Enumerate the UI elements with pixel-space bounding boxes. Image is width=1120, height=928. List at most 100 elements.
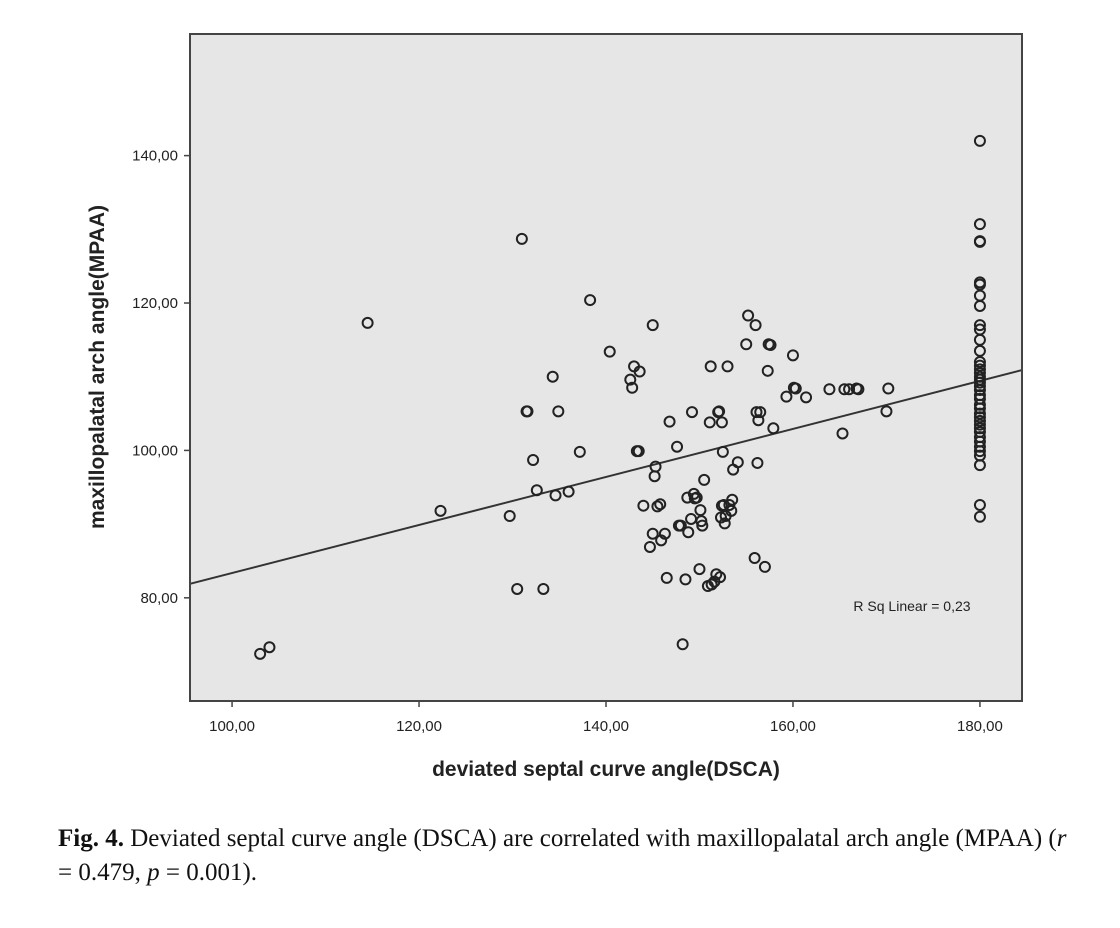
data-point: [633, 365, 646, 378]
data-point: [632, 445, 645, 458]
data-point: [764, 339, 777, 352]
data-point: [671, 440, 684, 453]
data-point: [716, 445, 729, 458]
data-point: [643, 540, 656, 553]
data-point: [682, 526, 695, 539]
r-squared-annotation: R Sq Linear = 0,23: [853, 598, 970, 614]
figure-caption: Fig. 4. Deviated septal curve angle (DSC…: [58, 822, 1078, 890]
data-point: [646, 527, 659, 540]
y-tick-label: 140,00: [132, 148, 178, 165]
data-point: [696, 519, 709, 532]
data-point: [973, 299, 986, 312]
data-point: [973, 411, 986, 424]
data-point: [515, 232, 528, 245]
data-point: [973, 355, 986, 368]
data-point: [603, 345, 616, 358]
data-point: [721, 360, 734, 373]
data-point: [751, 456, 764, 469]
data-point: [434, 504, 447, 517]
x-tick-label: 180,00: [957, 718, 1003, 735]
data-point: [649, 460, 662, 473]
data-point: [658, 527, 671, 540]
data-point: [973, 445, 986, 458]
data-point: [880, 405, 893, 418]
data-point: [521, 405, 534, 418]
data-point: [973, 278, 986, 291]
figure-label: Fig. 4.: [58, 825, 124, 852]
data-point: [679, 573, 692, 586]
data-point: [626, 381, 639, 394]
data-point: [694, 504, 707, 517]
data-point: [573, 445, 586, 458]
data-point: [973, 510, 986, 523]
caption-r-symbol: r: [1056, 825, 1067, 852]
data-point: [527, 453, 540, 466]
data-point: [646, 319, 659, 332]
x-axis-title: deviated septal curve angle(DSCA): [432, 758, 780, 781]
data-point: [503, 510, 516, 523]
data-point: [838, 383, 851, 396]
data-point: [705, 578, 718, 591]
data-point: [530, 484, 543, 497]
caption-r-value: = 0.479,: [58, 859, 148, 886]
x-tick-label: 140,00: [583, 718, 629, 735]
data-point: [651, 500, 664, 513]
y-tick-label: 120,00: [132, 295, 178, 312]
data-point: [361, 316, 374, 329]
fit-line: [189, 369, 1023, 585]
data-point: [767, 422, 780, 435]
data-point: [973, 498, 986, 511]
data-point: [717, 498, 730, 511]
data-point: [973, 459, 986, 472]
data-point: [660, 571, 673, 584]
data-point: [584, 294, 597, 307]
data-point: [973, 414, 986, 427]
data-point: [690, 491, 703, 504]
data-point: [973, 407, 986, 420]
x-tick-label: 100,00: [209, 718, 255, 735]
data-point: [973, 440, 986, 453]
data-point: [749, 319, 762, 332]
data-point: [562, 485, 575, 498]
data-point: [882, 382, 895, 395]
data-point: [742, 309, 755, 322]
data-point: [546, 370, 559, 383]
data-point: [758, 560, 771, 573]
data-point: [698, 473, 711, 486]
data-point: [703, 416, 716, 429]
data-point: [726, 493, 739, 506]
data-point: [823, 383, 836, 396]
data-point: [549, 489, 562, 502]
data-point: [552, 405, 565, 418]
data-point: [655, 534, 668, 547]
x-tick-label: 160,00: [770, 718, 816, 735]
data-point: [973, 380, 986, 393]
data-point: [852, 383, 865, 396]
data-point: [750, 406, 763, 419]
data-point: [836, 427, 849, 440]
data-point: [686, 406, 699, 419]
data-point: [695, 515, 708, 528]
data-point: [800, 391, 813, 404]
data-point: [786, 349, 799, 362]
data-point: [761, 364, 774, 377]
data-point: [740, 338, 753, 351]
data-point: [511, 582, 524, 595]
data-point: [624, 373, 637, 386]
data-point: [263, 641, 276, 654]
caption-p-symbol: p: [147, 859, 160, 886]
data-point: [973, 359, 986, 372]
data-point: [725, 504, 738, 517]
data-point: [714, 571, 727, 584]
data-point: [780, 390, 793, 403]
data-point: [973, 319, 986, 332]
data-point: [715, 416, 728, 429]
data-point: [748, 552, 761, 565]
data-point: [254, 647, 267, 660]
data-point: [973, 383, 986, 396]
data-point: [973, 398, 986, 411]
data-point: [973, 235, 986, 248]
data-point: [973, 333, 986, 346]
x-tick-label: 120,00: [396, 718, 442, 735]
y-axis-title: maxillopalatal arch angle(MPAA): [86, 205, 109, 529]
